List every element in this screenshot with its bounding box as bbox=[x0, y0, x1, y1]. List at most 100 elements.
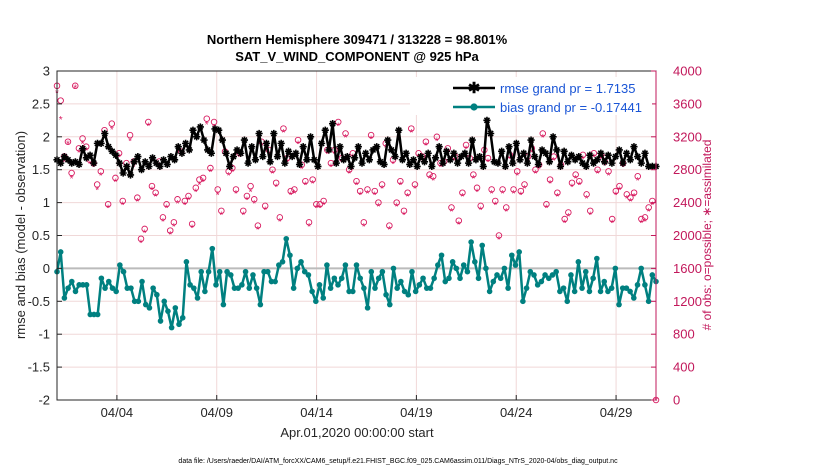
rmse-point bbox=[251, 156, 260, 164]
obs-assimilated-marker: * bbox=[278, 217, 282, 228]
obs-possible-marker bbox=[638, 215, 645, 223]
obs-possible-marker bbox=[371, 187, 379, 195]
obs-assimilated-marker: * bbox=[428, 174, 432, 185]
obs-possible-marker bbox=[448, 204, 455, 211]
rmse-point bbox=[406, 160, 414, 169]
obs-possible-marker bbox=[634, 173, 641, 180]
obs-possible-marker bbox=[152, 189, 159, 196]
rmse-point bbox=[273, 152, 282, 161]
rmse-point bbox=[578, 159, 587, 167]
bias-point bbox=[549, 272, 556, 278]
y-tick-label: -1 bbox=[38, 327, 50, 342]
bias-point bbox=[416, 282, 423, 288]
bias-point bbox=[68, 278, 75, 285]
obs-assimilated-marker: * bbox=[406, 192, 410, 203]
bias-point bbox=[368, 268, 375, 275]
obs-possible-marker bbox=[367, 131, 375, 139]
obs-possible-marker bbox=[232, 186, 240, 193]
right-axis: 0 400 800 1200 1600 2000 2400 2800 3200 3600 4000 bbox=[651, 64, 702, 408]
obs-possible-marker bbox=[433, 133, 441, 141]
rmse-point bbox=[284, 147, 293, 155]
bias-point bbox=[453, 265, 460, 272]
y-tick-label: 0 bbox=[43, 261, 50, 276]
bias-point bbox=[582, 268, 589, 275]
obs-assimilated-marker: * bbox=[95, 186, 99, 197]
bias-point bbox=[83, 282, 90, 288]
obs-assimilated-marker: * bbox=[563, 219, 567, 230]
obs-assimilated-marker: * bbox=[322, 200, 326, 211]
obs-assimilated-marker: * bbox=[504, 207, 508, 218]
bias-point bbox=[538, 278, 545, 285]
obs-assimilated-marker: * bbox=[552, 156, 556, 167]
y-tick-label: -2 bbox=[38, 393, 50, 408]
obs-count-layer: ********** ************************** ****… bbox=[53, 82, 660, 407]
obs-possible-marker bbox=[316, 200, 324, 208]
obs-assimilated-marker: * bbox=[84, 146, 88, 157]
x-tick-label: 04/14 bbox=[300, 405, 333, 420]
rmse-point bbox=[424, 149, 432, 157]
bias-point bbox=[287, 252, 293, 259]
obs-assimilated-marker: * bbox=[216, 191, 220, 202]
legend-bias-marker bbox=[470, 103, 478, 111]
obs-assimilated-marker: * bbox=[289, 191, 293, 202]
obs-possible-marker bbox=[93, 181, 101, 188]
rmse-point bbox=[229, 152, 237, 161]
bias-point bbox=[327, 285, 334, 291]
obs-assimilated-marker: * bbox=[402, 210, 406, 221]
bias-point bbox=[464, 268, 471, 275]
rmse-point bbox=[376, 158, 384, 166]
x-tick-label: 04/09 bbox=[200, 405, 233, 420]
rmse-point bbox=[281, 159, 289, 167]
rmse-point bbox=[461, 149, 469, 157]
rmse-point bbox=[185, 146, 193, 154]
bias-point bbox=[616, 301, 622, 308]
rmse-point bbox=[295, 160, 304, 169]
obs-assimilated-marker: * bbox=[154, 192, 158, 203]
rmse-point bbox=[108, 147, 116, 155]
obs-assimilated-marker: * bbox=[380, 184, 384, 195]
obs-assimilated-marker: * bbox=[373, 191, 377, 202]
y-tick-label: 3 bbox=[43, 64, 50, 79]
rmse-point bbox=[60, 152, 68, 161]
obs-assimilated-marker: * bbox=[263, 205, 267, 216]
bias-point bbox=[216, 268, 223, 275]
rmse-point bbox=[608, 159, 616, 167]
bias-point bbox=[557, 288, 563, 295]
bias-point bbox=[531, 272, 537, 278]
bias-point bbox=[335, 282, 341, 288]
rmse-point bbox=[259, 152, 267, 161]
rmse-point bbox=[645, 162, 653, 171]
x-tick-label: 04/04 bbox=[101, 405, 134, 420]
rmse-point bbox=[384, 136, 392, 144]
obs-assimilated-marker: * bbox=[497, 235, 501, 246]
bottom-axis: 04/04 04/09 04/14 04/19 04/24 04/29 bbox=[101, 395, 632, 420]
bias-point bbox=[375, 275, 382, 282]
y-tick-label: 0.5 bbox=[32, 228, 50, 243]
rmse-point bbox=[567, 151, 576, 159]
obs-assimilated-marker: * bbox=[318, 204, 322, 215]
rmse-point bbox=[611, 152, 620, 161]
obs-assimilated-marker: * bbox=[391, 159, 395, 170]
rmse-point bbox=[266, 158, 274, 166]
bias-point bbox=[72, 288, 79, 295]
bias-point bbox=[601, 278, 608, 285]
obs-possible-marker bbox=[320, 197, 327, 205]
rmse-point bbox=[505, 143, 513, 151]
bias-point bbox=[250, 272, 256, 278]
obs-assimilated-marker: * bbox=[165, 204, 169, 215]
obs-possible-marker bbox=[455, 217, 463, 224]
obs-assimilated-marker: * bbox=[358, 191, 362, 202]
obs-possible-marker bbox=[97, 168, 105, 175]
bias-point bbox=[516, 249, 522, 255]
obs-possible-marker bbox=[305, 219, 313, 226]
rmse-point bbox=[571, 156, 579, 164]
obs-possible-marker bbox=[521, 181, 528, 188]
rmse-point bbox=[193, 133, 201, 141]
obs-assimilated-marker: * bbox=[143, 228, 147, 239]
obs-assimilated-marker: * bbox=[183, 200, 187, 211]
bias-point bbox=[176, 321, 182, 328]
rmse-point bbox=[549, 133, 557, 141]
rmse-point bbox=[292, 149, 300, 157]
obs-possible-marker bbox=[572, 171, 579, 178]
obs-assimilated-marker: * bbox=[534, 169, 538, 180]
